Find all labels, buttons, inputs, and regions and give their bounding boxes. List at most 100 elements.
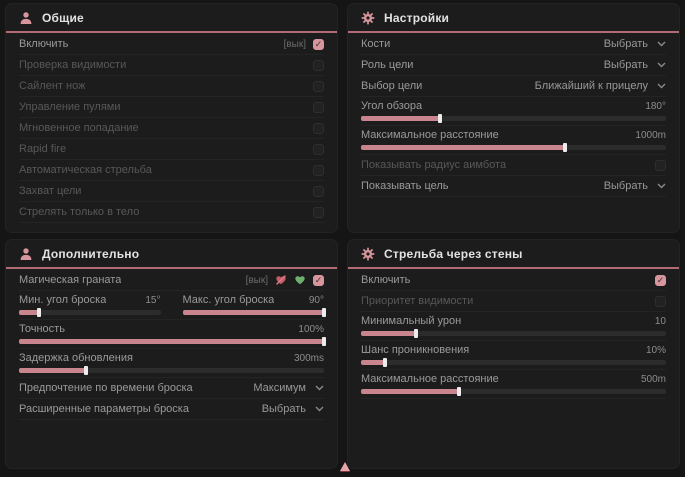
row-magic-grenade: Магическая граната [вык] ✓ <box>19 270 324 291</box>
heart-icon[interactable] <box>294 274 306 286</box>
auto-fire-checkbox[interactable]: ✓ <box>313 164 324 176</box>
row-auto-fire: Автоматическая стрельба ✓ <box>19 160 324 181</box>
slider-thumb[interactable] <box>322 308 326 317</box>
row-max-throw: Макс. угол броска 90° <box>182 293 326 317</box>
row-bones: Кости Выбрать <box>361 34 666 55</box>
instant-hit-checkbox[interactable]: ✓ <box>313 122 324 134</box>
body-only-checkbox[interactable]: ✓ <box>313 206 324 218</box>
slider-thumb[interactable] <box>438 114 443 123</box>
panel-additional: Дополнительно Магическая граната [вык] ✓ <box>6 240 337 468</box>
update-delay-slider[interactable] <box>19 366 324 375</box>
show-radius-checkbox[interactable]: ✓ <box>655 159 666 171</box>
target-role-dropdown[interactable]: Выбрать <box>604 59 666 71</box>
row-advanced-throw: Расширенные параметры броска Выбрать <box>19 399 324 420</box>
chevron-down-icon <box>315 406 324 412</box>
row-enable: Включить [вык] ✓ <box>19 34 324 55</box>
target-lock-checkbox[interactable]: ✓ <box>313 185 324 197</box>
hotkey-state-text: [вык] <box>283 38 306 50</box>
slider-value: 10 <box>654 315 666 327</box>
mouse-cursor <box>340 462 350 471</box>
wallbang-enable-checkbox[interactable]: ✓ <box>655 274 666 286</box>
slider-value: 100% <box>298 323 324 335</box>
slider-thumb[interactable] <box>322 337 326 346</box>
magic-grenade-checkbox[interactable]: ✓ <box>313 274 324 286</box>
slider-thumb[interactable] <box>36 308 41 317</box>
slider-value: 500m <box>640 373 666 385</box>
chevron-down-icon <box>657 183 666 189</box>
row-label: Включить <box>19 38 69 50</box>
row-bullet-control: Управление пулями ✓ <box>19 97 324 118</box>
row-target-select: Выбор цели Ближайший к прицелу <box>361 76 666 97</box>
panel-title: Настройки <box>384 11 450 25</box>
penetration-chance-slider[interactable] <box>361 358 666 367</box>
row-accuracy: Точность 100% <box>19 320 326 349</box>
panel-title: Стрельба через стены <box>384 247 523 261</box>
enable-checkbox[interactable]: ✓ <box>313 38 324 50</box>
row-rapid-fire: Rapid fire ✓ <box>19 139 324 160</box>
row-throw-angles: Мин. угол броска 15° Макс. угол броска 9… <box>19 291 326 320</box>
slider-thumb[interactable] <box>84 366 89 375</box>
panel-additional-header: Дополнительно <box>6 240 337 269</box>
slider-value: 180° <box>645 100 666 112</box>
panel-general: Общие Включить [вык] ✓ Проверка видимост… <box>6 4 337 232</box>
panel-wallbang: Стрельба через стены Включить ✓ Приорите… <box>348 240 679 468</box>
target-select-dropdown[interactable]: Ближайший к прицелу <box>535 80 666 92</box>
row-fov: Угол обзора 180° <box>361 97 666 126</box>
row-silent-knife: Сайлент нож ✓ <box>19 76 324 97</box>
slider-value: 300ms <box>293 352 324 364</box>
panel-wallbang-header: Стрельба через стены <box>348 240 679 269</box>
fov-slider[interactable] <box>361 114 666 123</box>
chevron-down-icon <box>657 41 666 47</box>
row-target-role: Роль цели Выбрать <box>361 55 666 76</box>
show-target-dropdown[interactable]: Выбрать <box>604 180 666 192</box>
person-icon <box>20 12 32 24</box>
row-min-damage: Минимальный урон 10 <box>361 312 666 341</box>
heart-off-icon[interactable] <box>275 274 287 286</box>
hotkey-state-text: [вык] <box>245 274 268 286</box>
rapid-fire-checkbox[interactable]: ✓ <box>313 143 324 155</box>
slider-value: 90° <box>308 294 324 306</box>
wallbang-max-distance-slider[interactable] <box>361 387 666 396</box>
slider-value: 15° <box>145 294 161 306</box>
min-throw-slider[interactable] <box>19 308 161 317</box>
bones-dropdown[interactable]: Выбрать <box>604 38 666 50</box>
row-visibility-check: Проверка видимости ✓ <box>19 55 324 76</box>
visibility-priority-checkbox[interactable]: ✓ <box>655 295 666 307</box>
check-icon: ✓ <box>314 38 323 49</box>
advanced-throw-dropdown[interactable]: Выбрать <box>262 403 324 415</box>
slider-value: 10% <box>645 344 666 356</box>
row-enable: Включить ✓ <box>361 270 666 291</box>
slider-thumb[interactable] <box>563 143 568 152</box>
person-icon <box>20 248 32 260</box>
panel-general-header: Общие <box>6 4 337 33</box>
slider-thumb[interactable] <box>456 387 461 396</box>
panel-title: Общие <box>42 11 84 25</box>
accuracy-slider[interactable] <box>19 337 326 346</box>
slider-thumb[interactable] <box>383 358 388 367</box>
row-update-delay: Задержка обновления 300ms <box>19 349 324 378</box>
row-max-distance: Максимальное расстояние 500m <box>361 370 666 399</box>
gear-icon <box>361 11 375 25</box>
max-throw-slider[interactable] <box>182 308 326 317</box>
visibility-check-checkbox[interactable]: ✓ <box>313 59 324 71</box>
panel-settings: Настройки Кости Выбрать Роль цели Выбрат… <box>348 4 679 232</box>
row-penetration-chance: Шанс проникновения 10% <box>361 341 666 370</box>
slider-value: 1000m <box>635 129 666 141</box>
throw-time-dropdown[interactable]: Максимум <box>253 382 324 394</box>
silent-knife-checkbox[interactable]: ✓ <box>313 80 324 92</box>
panel-settings-header: Настройки <box>348 4 679 33</box>
min-damage-slider[interactable] <box>361 329 666 338</box>
max-distance-slider[interactable] <box>361 143 666 152</box>
slider-thumb[interactable] <box>413 329 418 338</box>
chevron-down-icon <box>657 62 666 68</box>
gear-icon <box>361 247 375 261</box>
bullet-control-checkbox[interactable]: ✓ <box>313 101 324 113</box>
row-min-throw: Мин. угол броска 15° <box>19 293 161 317</box>
panel-title: Дополнительно <box>42 247 140 261</box>
row-target-lock: Захват цели ✓ <box>19 181 324 202</box>
row-body-only: Стрелять только в тело ✓ <box>19 202 324 223</box>
row-show-target: Показывать цель Выбрать <box>361 176 666 197</box>
row-show-radius: Показывать радиус аимбота ✓ <box>361 155 666 176</box>
row-visibility-priority: Приоритет видимости ✓ <box>361 291 666 312</box>
